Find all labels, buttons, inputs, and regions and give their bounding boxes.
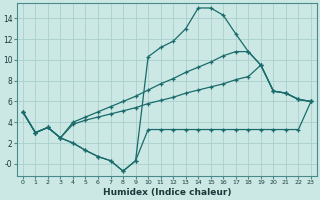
X-axis label: Humidex (Indice chaleur): Humidex (Indice chaleur) (103, 188, 231, 197)
